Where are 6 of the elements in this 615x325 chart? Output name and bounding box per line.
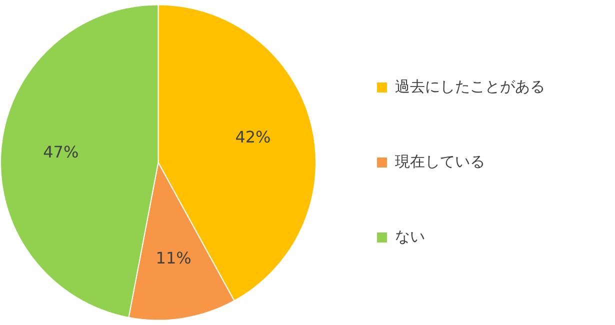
legend-label: ない [395,227,425,246]
legend-label: 現在している [395,152,485,170]
data-label: 47% [43,142,79,162]
legend-label: 過去にしたことがある [395,77,545,96]
data-label: 42% [235,127,271,146]
data-label: 11% [156,248,192,268]
